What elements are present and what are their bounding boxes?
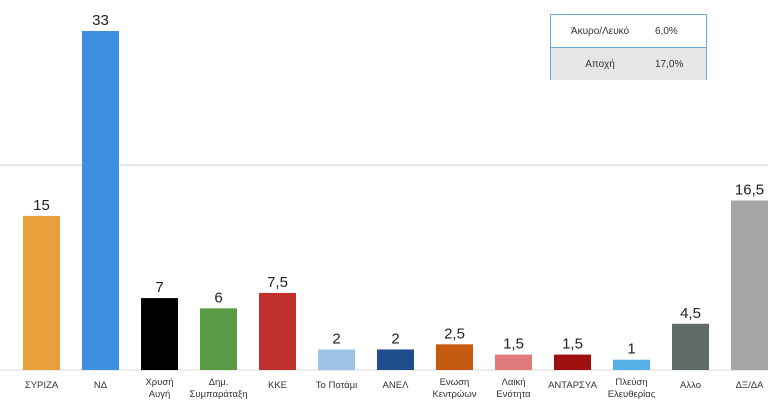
info-row-abstention: Αποχή 17,0% [551, 47, 706, 80]
bar [731, 200, 768, 370]
bar [672, 323, 709, 370]
bar [23, 215, 60, 370]
bar-value-label: 7 [155, 279, 163, 296]
turnout-info-box: Άκυρο/Λευκό 6,0% Αποχή 17,0% [550, 14, 707, 80]
bar-value-label: 1,5 [503, 336, 524, 353]
bars-group: 15 ΣΥΡΙΖΑ 33 ΝΔ 7 Χρυσή Αυγή 6 Δημ. Συμπαράταξη 7,… [23, 12, 768, 400]
bar-value-label: 6 [214, 289, 222, 306]
bar [436, 344, 473, 370]
bar [495, 354, 532, 370]
bar-value-label: 2 [391, 330, 399, 347]
category-label: Αλλο [680, 380, 701, 391]
category-label: Χρυσή Αυγή [145, 377, 173, 400]
info-label-invalid: Άκυρο/Λευκό [570, 25, 630, 37]
bar [377, 349, 414, 370]
info-value-abstention: 17,0% [655, 58, 684, 70]
bar [141, 298, 178, 370]
bar-value-label: 33 [92, 12, 109, 29]
bar-value-label: 2,5 [444, 325, 465, 342]
bar [318, 349, 355, 370]
bar [613, 359, 650, 370]
category-label: Δημ. Συμπαράταξη [190, 377, 248, 400]
bar-value-label: 7,5 [267, 274, 288, 291]
category-label: Λαϊκή Ενότητα [496, 377, 531, 400]
info-label-abstention: Αποχή [585, 58, 615, 70]
category-label: Πλεύση Ελευθερίας [608, 377, 656, 400]
bar [259, 292, 296, 370]
bar-value-label: 4,5 [680, 305, 701, 322]
bar [82, 31, 119, 370]
bar [200, 308, 237, 370]
bar-value-label: 16,5 [735, 182, 764, 199]
bar-value-label: 2 [332, 330, 340, 347]
category-label: ΚΚΕ [268, 380, 287, 391]
category-label: ΑΝΕΛ [383, 380, 410, 391]
info-value-invalid: 6,0% [655, 25, 678, 37]
info-row-invalid: Άκυρο/Λευκό 6,0% [551, 15, 706, 47]
category-label: ΔΞ/ΔΑ [736, 380, 765, 391]
category-label: ΣΥΡΙΖΑ [25, 380, 59, 391]
category-label: ΝΔ [94, 380, 108, 391]
bar-value-label: 1,5 [562, 336, 583, 353]
category-label: Ενωση Κεντρώων [432, 377, 476, 400]
bar [554, 354, 591, 370]
category-label: ΑΝΤΑΡΣΥΑ [548, 380, 597, 391]
category-label: Το Ποτάμι [316, 380, 357, 391]
bar-value-label: 15 [33, 197, 50, 214]
bar-value-label: 1 [627, 341, 635, 358]
